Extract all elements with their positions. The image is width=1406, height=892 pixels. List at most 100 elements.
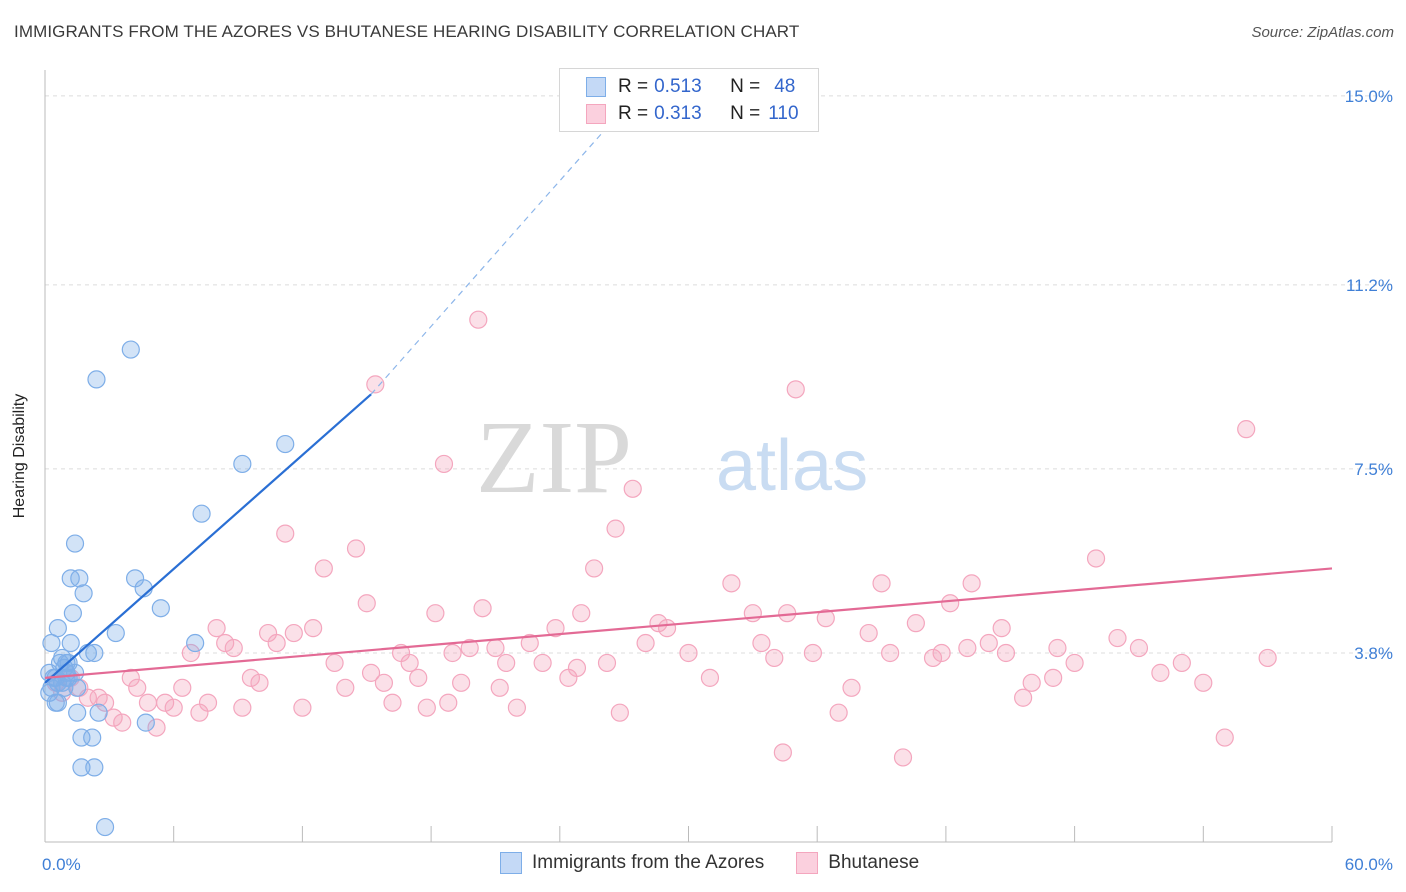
azores-point [61, 633, 80, 653]
y-tick-label: 7.5% [1354, 460, 1393, 479]
bhutanese-point [486, 638, 505, 658]
watermark-zip: ZIP [476, 400, 632, 515]
azores-point [61, 569, 80, 588]
bhutanese-point [383, 693, 402, 712]
bhutanese-point [267, 633, 286, 653]
trend-lines [44, 95, 1333, 684]
bhutanese-point [138, 693, 158, 712]
y-tick-label: 15.0% [1345, 87, 1393, 106]
azores-point [63, 604, 82, 623]
legend-r-label: R = [618, 103, 649, 124]
bhutanese-point [623, 479, 642, 498]
bhutanese-point [164, 698, 183, 717]
legend-n-label: N = [730, 103, 761, 124]
azores-point [57, 663, 76, 682]
azores-point [85, 643, 104, 663]
gridlines [45, 95, 1392, 654]
azores-point [121, 340, 140, 359]
bhutanese-point [507, 698, 527, 717]
bhutanese-point [958, 638, 977, 658]
series-legend-azores: Immigrants from the Azores [500, 852, 764, 874]
bhutanese-point [585, 559, 604, 578]
bhutanese-point [962, 574, 981, 593]
bhutanese-point [128, 678, 147, 697]
bhutanese-point [1108, 628, 1127, 648]
bhutanese-point [284, 623, 303, 643]
bhutanese-point [1048, 638, 1067, 658]
bhutanese-point [346, 539, 366, 558]
bhutanese-point [649, 614, 668, 633]
bhutanese-point [173, 678, 192, 697]
bhutanese-point [533, 653, 552, 673]
azores-point [151, 599, 170, 618]
legend-r-value: 0.513 [654, 76, 702, 97]
bhutanese-point [469, 310, 488, 329]
bhutanese-point [276, 524, 295, 543]
bhutanese-point [610, 703, 629, 722]
bhutanese-point [434, 454, 454, 474]
bhutanese-point [490, 678, 509, 697]
bhutanese-point [859, 623, 878, 643]
y-axis-label: Hearing Disability [11, 393, 28, 519]
bhutanese-point [941, 594, 960, 613]
bhutanese-point [722, 574, 741, 593]
bhutanese-point [1022, 673, 1041, 692]
azores-point [186, 633, 205, 653]
azores-point [74, 584, 93, 603]
bhutanese-point [752, 633, 771, 653]
bhutanese-point [1086, 549, 1106, 568]
bhutanese-point [314, 559, 333, 578]
azores-points [40, 340, 295, 837]
bhutanese-point [207, 619, 226, 638]
bhutanese-point [597, 653, 617, 673]
bhutanese-point [1172, 653, 1191, 673]
bhutanese-point [198, 693, 218, 712]
bhutanese-point [923, 648, 943, 668]
bhutanese-point [336, 678, 355, 697]
azores-point [68, 703, 87, 722]
bhutanese-point [803, 643, 823, 663]
legend-row-azores: R = 0.513 N = 48 [586, 74, 795, 100]
bhutanese-point [893, 748, 913, 767]
azores-trend-line [44, 393, 372, 684]
bhutanese-point [357, 594, 376, 613]
x-tick-label: 60.0% [1345, 855, 1393, 874]
legend-n-label: N = [730, 76, 761, 97]
bhutanese-point [473, 599, 492, 618]
bhutanese-point [1014, 688, 1033, 707]
azores-point [72, 728, 91, 747]
legend-row-bhutanese: R = 0.313 N = 110 [586, 101, 799, 127]
bhutanese-points [46, 310, 1277, 767]
y-tick-label: 11.2% [1346, 276, 1393, 295]
bhutanese-point [679, 643, 698, 663]
bhutanese-point [1151, 663, 1170, 682]
legend-n-value: 110 [768, 103, 799, 124]
azores-point [136, 713, 155, 732]
bhutanese-point [147, 718, 166, 737]
bhutanese-point [829, 703, 848, 722]
azores-point [83, 728, 102, 747]
bhutanese-point [224, 638, 243, 658]
bhutanese-point [979, 633, 998, 653]
bhutanese-point [417, 698, 436, 717]
bhutanese-point [361, 663, 381, 682]
azores-point [276, 434, 295, 454]
bhutanese-point [606, 519, 625, 538]
bhutanese-point [400, 653, 419, 673]
bhutanese-point [1129, 638, 1149, 658]
bhutanese-point [816, 609, 835, 628]
bhutanese-trend-line [44, 567, 1333, 679]
series-legend: Immigrants from the Azores Bhutanese [500, 852, 951, 874]
azores-point [106, 623, 125, 643]
bhutanese-point [497, 653, 516, 673]
bhutanese-point [1065, 653, 1084, 673]
tick-labels: 3.8% 7.5% 11.2% 15.0% 0.0% 60.0% [42, 87, 1393, 874]
legend-n-value: 48 [774, 76, 796, 97]
bhutanese-point [325, 653, 344, 673]
watermark-atlas: atlas [716, 426, 868, 506]
series-swatch-bhutanese [796, 852, 819, 874]
bhutanese-point [572, 604, 591, 623]
bhutanese-point [765, 648, 784, 668]
legend-r-value: 0.313 [654, 103, 702, 124]
